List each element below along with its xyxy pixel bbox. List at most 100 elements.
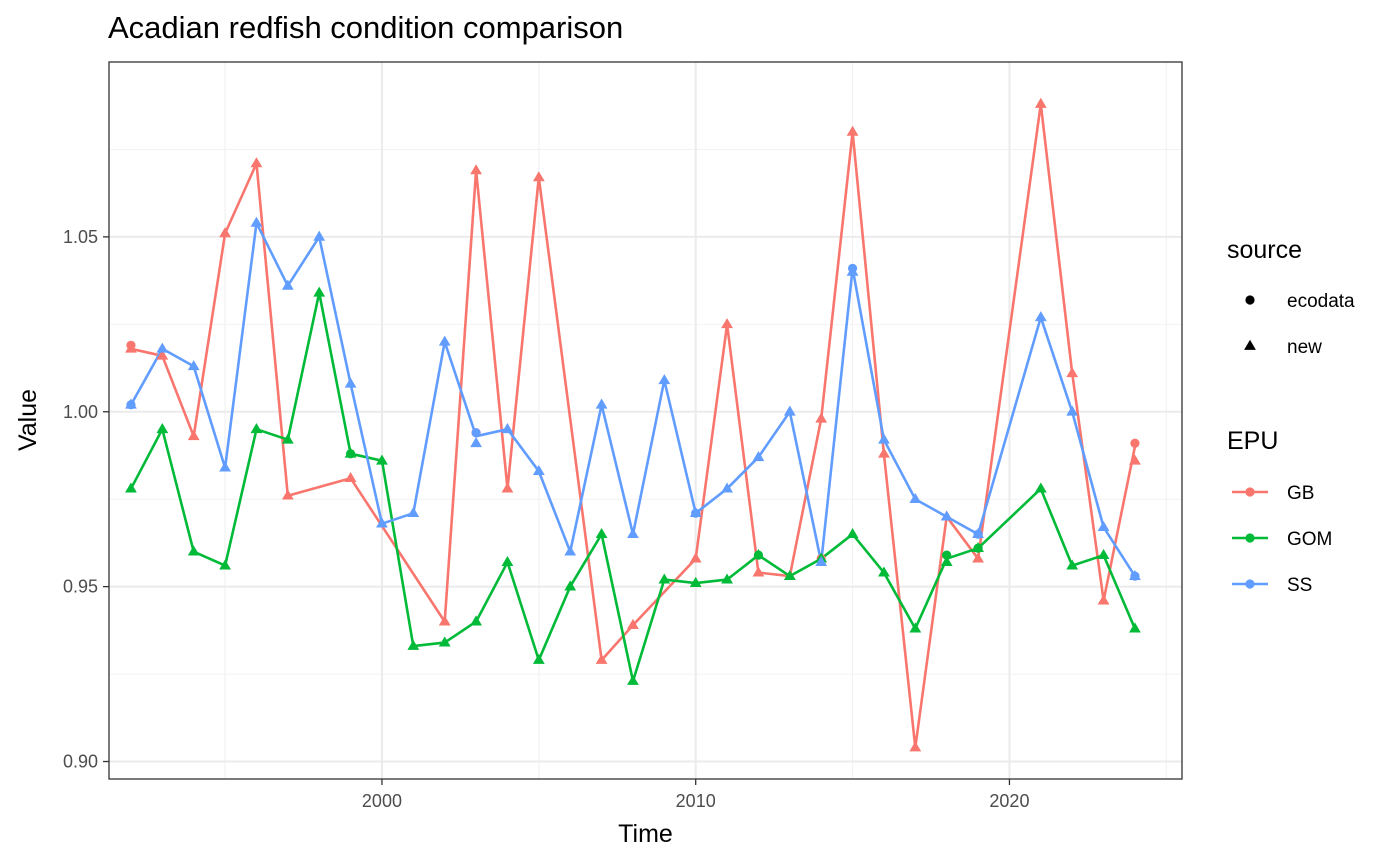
- point-ss-new: [972, 527, 984, 539]
- point-gom-new: [407, 639, 420, 650]
- point-ss-new: [219, 461, 231, 472]
- point-ss-new: [783, 405, 796, 416]
- legend-source-key-new: [1244, 339, 1256, 350]
- point-gom-new: [313, 286, 326, 297]
- point-gb-new: [281, 489, 294, 500]
- point-ss-new: [187, 360, 200, 371]
- series-markers: [125, 97, 1141, 752]
- legend-source-label: ecodata: [1287, 291, 1355, 312]
- point-ss-new: [1129, 569, 1141, 580]
- point-gom-new: [187, 545, 200, 556]
- x-tick-label: 2020: [989, 791, 1029, 811]
- point-gb-new: [721, 318, 733, 329]
- point-gom-new: [1097, 548, 1110, 560]
- major-gridlines: [109, 62, 1182, 779]
- x-tick-label: 2010: [676, 791, 716, 811]
- point-gb-new: [689, 552, 702, 563]
- point-gom-new: [219, 559, 231, 570]
- point-gom-new: [564, 580, 577, 591]
- point-ss-new: [125, 398, 137, 409]
- point-gom-new: [1034, 482, 1047, 493]
- point-ss-new: [376, 517, 388, 528]
- point-gom-new: [878, 566, 890, 577]
- point-gom-new: [627, 674, 639, 685]
- point-gom-new: [281, 433, 294, 444]
- point-ss-new: [564, 545, 577, 556]
- point-ss-new: [250, 216, 263, 227]
- point-ss-new: [878, 433, 890, 444]
- point-gb-new: [1034, 97, 1047, 108]
- point-ss-new: [721, 482, 733, 493]
- point-gom-new: [689, 576, 702, 587]
- y-axis-title: Value: [14, 389, 42, 451]
- legend-source-title: source: [1227, 236, 1302, 264]
- point-gom-new: [783, 569, 796, 580]
- chart-title: Acadian redfish condition comparison: [108, 10, 623, 45]
- point-gb-new: [878, 447, 890, 458]
- point-gom-new: [156, 423, 169, 434]
- point-gom-new: [846, 527, 859, 539]
- legend-epu-label: GOM: [1287, 529, 1332, 550]
- point-gb-new: [187, 430, 200, 441]
- point-gb-new: [815, 412, 828, 423]
- point-ss-new: [438, 335, 451, 346]
- point-gb-new: [909, 741, 922, 752]
- legend-epu-key-point-ss: [1245, 579, 1255, 589]
- point-gb-new: [344, 472, 357, 483]
- y-tick-label: 1.05: [63, 227, 98, 247]
- point-gb-new: [501, 482, 514, 493]
- point-gom-new: [909, 622, 922, 633]
- point-gb-new: [1066, 367, 1079, 378]
- point-gom-ecodata: [942, 550, 952, 560]
- point-gb-new: [595, 653, 608, 664]
- point-ss-new: [627, 527, 639, 539]
- point-ss-new: [1034, 311, 1047, 322]
- y-axis: 0.90 0.95 1.00 1.05: [63, 227, 109, 772]
- legend-epu-title: EPU: [1227, 427, 1278, 455]
- point-ss-new: [658, 374, 671, 385]
- point-ss-new: [815, 555, 828, 566]
- point-gb-new: [438, 615, 451, 626]
- point-gb-new: [1097, 594, 1110, 605]
- y-tick-label: 1.00: [63, 402, 98, 422]
- point-gom-new: [438, 636, 451, 647]
- legend-epu-entries: GB GOM SS: [1232, 483, 1332, 596]
- point-gb-new: [1129, 454, 1141, 465]
- point-gom-new: [470, 615, 482, 626]
- point-ss-new: [752, 451, 765, 462]
- point-gb-new: [846, 125, 859, 136]
- point-ss-ecodata: [471, 428, 481, 438]
- point-ss-new: [281, 279, 294, 290]
- point-ss-new: [407, 506, 420, 518]
- point-gb-new: [156, 349, 169, 360]
- point-gb-new: [972, 552, 984, 563]
- point-gb-new: [627, 618, 639, 629]
- x-axis-title: Time: [618, 820, 673, 848]
- point-gb-new: [219, 227, 231, 238]
- x-axis: 2000 2010 2020: [362, 779, 1029, 811]
- point-gom-new: [125, 482, 137, 493]
- point-gb-new: [470, 164, 482, 175]
- point-ss-new: [344, 377, 357, 388]
- point-ss-new: [595, 398, 608, 409]
- point-gom-new: [752, 548, 765, 560]
- legend-source-key-ecodata: [1245, 295, 1255, 305]
- legend-epu-key-point-gb: [1245, 487, 1255, 497]
- y-tick-label: 0.95: [63, 577, 98, 597]
- point-gom-new: [376, 454, 388, 465]
- point-gom-new: [501, 555, 514, 566]
- legend-epu-label: GB: [1287, 483, 1314, 504]
- point-ss-new: [156, 342, 169, 353]
- point-gom-new: [250, 423, 263, 434]
- point-gom-new: [1066, 559, 1079, 570]
- point-gom-new: [1129, 622, 1141, 633]
- point-ss-new: [689, 506, 702, 518]
- legend-epu-label: SS: [1287, 575, 1312, 596]
- legend-epu: EPU GB GOM SS: [1227, 427, 1332, 596]
- y-tick-label: 0.90: [63, 752, 98, 772]
- plot-panel: [108, 61, 1183, 780]
- point-gom-new: [344, 447, 357, 458]
- point-ss-new: [470, 437, 482, 448]
- point-gb-new: [250, 157, 263, 168]
- point-ss-new: [909, 492, 922, 504]
